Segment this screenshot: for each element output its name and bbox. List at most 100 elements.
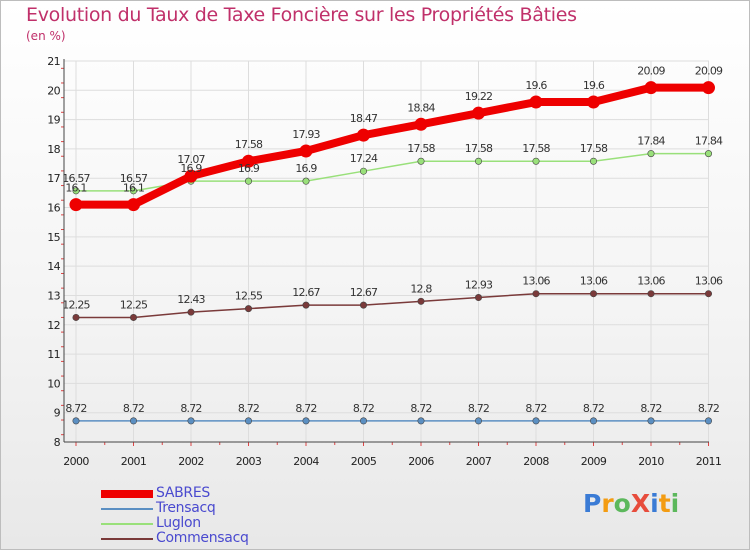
data-label-sabres: 17.93 (292, 128, 320, 141)
y-tick-label: 19 (47, 114, 60, 127)
data-point-trensacq (647, 417, 655, 425)
data-point-sabres (127, 198, 140, 212)
proxiti-logo: ProXiti (583, 489, 679, 518)
data-point-commensacq (72, 313, 80, 321)
data-label-commensacq: 12.25 (120, 298, 148, 311)
data-label-trensacq: 8.72 (65, 402, 86, 415)
legend-swatch (101, 523, 153, 525)
x-tick-label: 2007 (466, 455, 492, 468)
x-tick-label: 2008 (523, 455, 549, 468)
logo-letter: P (583, 489, 602, 518)
x-tick-label: 2010 (638, 455, 664, 468)
data-label-luglon: 16.57 (120, 172, 148, 185)
data-label-luglon: 16.57 (62, 172, 90, 185)
data-point-luglon (130, 187, 138, 195)
data-label-commensacq: 13.06 (522, 275, 550, 288)
chart-title: Evolution du Taux de Taxe Foncière sur l… (26, 4, 577, 26)
x-tick-label: 2002 (178, 455, 204, 468)
data-point-sabres (529, 95, 543, 109)
data-label-trensacq: 8.72 (353, 402, 374, 415)
data-point-trensacq (417, 417, 425, 425)
x-tick-label: 2004 (293, 455, 319, 468)
data-point-sabres (472, 106, 485, 120)
legend-label: SABRES (156, 485, 210, 501)
data-point-luglon (532, 157, 540, 165)
data-label-sabres: 16.1 (65, 182, 86, 195)
data-point-sabres (414, 117, 428, 131)
legend-swatch (101, 538, 153, 540)
y-tick-label: 10 (47, 377, 60, 390)
data-label-trensacq: 8.72 (640, 402, 661, 415)
data-point-luglon (417, 157, 425, 165)
y-tick-label: 8 (54, 436, 61, 449)
y-tick-label: 16 (47, 202, 60, 215)
data-point-commensacq (647, 290, 655, 298)
data-label-commensacq: 12.43 (177, 293, 205, 306)
legend-label: Commensacq (156, 530, 249, 546)
data-point-trensacq (704, 417, 712, 425)
data-label-sabres: 17.58 (235, 138, 263, 151)
data-point-luglon (245, 177, 253, 185)
data-label-trensacq: 8.72 (410, 402, 431, 415)
data-label-luglon: 16.9 (238, 162, 260, 175)
data-point-sabres (702, 81, 715, 95)
data-point-commensacq (359, 301, 367, 309)
x-tick-label: 2009 (581, 455, 607, 468)
data-point-sabres (242, 154, 255, 168)
data-point-trensacq (474, 417, 482, 425)
logo-letter: i (650, 489, 659, 518)
data-label-sabres: 20.09 (695, 65, 723, 78)
data-label-luglon: 16.9 (180, 162, 202, 175)
data-label-luglon: 16.9 (295, 162, 317, 175)
x-tick-label: 2003 (236, 455, 262, 468)
data-label-commensacq: 12.67 (350, 286, 378, 299)
data-label-sabres: 19.22 (465, 90, 493, 103)
data-label-sabres: 20.09 (637, 65, 665, 78)
series-line-commensacq (75, 292, 710, 319)
logo-letter: r (601, 489, 614, 518)
data-point-trensacq (589, 417, 597, 425)
data-label-sabres: 16.1 (123, 182, 144, 195)
data-point-sabres (587, 95, 600, 109)
x-tick-label: 2006 (408, 455, 434, 468)
data-label-luglon: 17.58 (407, 142, 435, 155)
y-tick-label: 18 (47, 143, 60, 156)
y-tick-label: 21 (47, 55, 60, 68)
data-label-trensacq: 8.72 (238, 402, 259, 415)
data-label-commensacq: 12.93 (465, 279, 493, 292)
data-point-sabres (299, 144, 313, 158)
data-label-commensacq: 13.06 (695, 275, 723, 288)
data-point-trensacq (130, 417, 138, 425)
x-tick-label: 2011 (696, 455, 722, 468)
data-point-sabres (69, 198, 83, 212)
y-tick-label: 20 (47, 84, 60, 97)
legend-swatch (101, 508, 153, 510)
data-label-luglon: 17.58 (465, 142, 493, 155)
data-label-sabres: 19.6 (583, 79, 605, 92)
logo-letter: t (658, 489, 671, 518)
data-label-commensacq: 12.8 (410, 282, 432, 295)
data-point-luglon (474, 157, 482, 165)
logo-letter: i (670, 489, 680, 518)
data-label-trensacq: 8.72 (295, 402, 316, 415)
y-tick-label: 9 (54, 407, 61, 420)
y-tick-label: 14 (47, 260, 60, 273)
y-tick-label: 15 (47, 231, 60, 244)
data-point-luglon (302, 177, 310, 185)
y-tick-label: 17 (47, 172, 60, 185)
data-point-trensacq (72, 417, 80, 425)
data-point-sabres (357, 128, 370, 142)
data-point-commensacq (474, 294, 482, 302)
data-label-commensacq: 12.25 (62, 298, 90, 311)
data-point-commensacq (532, 290, 540, 298)
data-point-luglon (72, 187, 80, 195)
data-point-commensacq (704, 290, 712, 298)
logo-letter: X (630, 489, 651, 518)
data-label-luglon: 17.58 (580, 142, 608, 155)
x-tick-label: 2005 (351, 455, 377, 468)
series-line-sabres (72, 83, 713, 209)
legend-swatch (101, 490, 153, 498)
data-point-sabres (184, 169, 198, 183)
